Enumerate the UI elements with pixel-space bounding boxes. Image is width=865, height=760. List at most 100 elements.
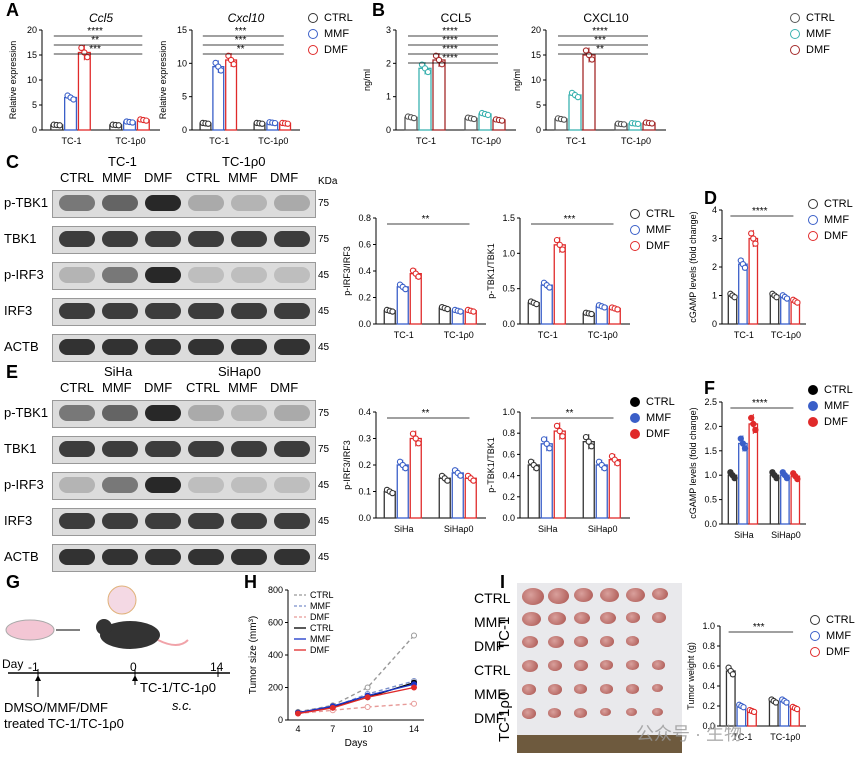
h-series-point [411,684,417,691]
h-legend-label: MMF [310,634,331,644]
d-cgamp-point [750,235,757,242]
a-cxcl10-ytick-label: 0 [182,125,187,135]
tumor [548,636,564,648]
e-irf3-bar [451,472,464,519]
blot-kda-value: 45 [318,270,330,281]
e-tbk1-point [588,443,595,450]
lane-label: DMF [144,380,173,395]
lane-label: DMF [270,170,299,185]
b-ccl5-sig: **** [442,44,458,55]
blot-row-label: ACTB [4,549,39,564]
b-ccl5-bar [432,59,446,131]
tumor [652,708,664,717]
c-irf3-ytick-label: 0.8 [358,213,371,223]
blot-band [59,231,95,247]
e-irf3-point [389,489,396,497]
blot-row-label: IRF3 [4,513,33,528]
c-tbk1-group-label: TC-1ρ0 [588,330,618,340]
a-ccl5-bar [77,51,91,131]
tumor [548,612,566,626]
a-cxcl10-ytick-label: 5 [182,92,187,102]
b-cxcl10-sig: ** [596,44,604,55]
legend-c: CTRL MMF DMF [630,206,675,254]
c-tbk1-sig: *** [564,214,576,225]
b-cxcl10-sig: *** [594,35,606,46]
blot-band [231,405,267,421]
tumor [574,588,594,603]
b-ccl5-sig: **** [442,35,458,46]
blot-row-label: ACTB [4,339,39,354]
a-cxcl10-point [259,120,266,127]
h-ytick-label: 600 [268,618,283,628]
e-irf3-ytick-label: 0.1 [358,487,371,497]
tumor [522,612,542,627]
blot-band [59,405,95,421]
c-irf3-point [389,308,396,315]
c-irf3-point [457,308,464,315]
f-cgamp-ylabel: cGAMP levels (fold change) [688,407,698,518]
b-cxcl10-point [560,116,568,123]
e-tbk1-bar [527,464,540,519]
tumor [652,660,665,670]
e-irf3-ytick-label: 0.2 [358,460,371,470]
g-inj-label2: s.c. [172,698,193,713]
tumor [600,708,612,717]
c-tbk1-point [546,284,553,291]
f-cgamp-bar [727,474,738,525]
a-ccl5-ytick-label: 20 [27,25,37,35]
b-cxcl10-ytick-label: 15 [531,50,541,60]
h-ytick-label: 800 [268,585,283,595]
a-cxcl10-point [205,120,212,127]
tumor [626,660,639,670]
h-legend-label: DMF [310,612,330,622]
tumor [600,636,615,647]
c-irf3-point [415,273,422,280]
blot-e-group-siharho: SiHaρ0 [218,364,261,379]
b-ccl5-ylabel: ng/ml [362,69,372,91]
a-ccl5-group-label: TC-1ρ0 [115,136,145,146]
e-irf3-bar [409,437,422,519]
blot-kda-value: 75 [318,408,330,419]
a-cxcl10-title: Cxcl10 [228,11,265,25]
i-weight-point [793,705,801,713]
e-tbk1-bar [608,459,621,519]
blot-band [274,549,310,565]
blot-band [188,303,224,319]
blot-kda-value: 45 [318,516,330,527]
a-ccl5-sig: **** [87,26,103,37]
tumor [522,636,538,648]
blot-row [52,436,316,464]
blot-band [188,405,224,421]
a-cxcl10-ylabel: Relative expression [158,41,168,120]
e-tbk1-group-label: SiHaρ0 [588,524,618,534]
legend-d: CTRL MMF DMF [808,196,853,244]
c-irf3-ytick-label: 0.6 [358,240,371,250]
lane-label: CTRL [60,380,94,395]
tumor [626,708,638,717]
e-irf3-bar [464,477,477,519]
i-row-label: MMF [474,686,506,702]
e-tbk1-sig: ** [566,408,574,419]
d-cgamp-point [773,294,780,301]
watermark: 公众号 · 生物 [636,724,742,744]
e-tbk1-point [614,460,621,467]
tumor [626,588,646,603]
d-cgamp-group-label: TC-1ρ0 [771,330,801,340]
blot-band [274,195,310,211]
e-irf3-point [412,435,419,442]
b-ccl5-point [498,117,506,124]
b-cxcl10-point [634,120,642,128]
tumor [548,708,561,718]
e-tbk1-point [556,427,563,435]
lane-label: MMF [102,380,132,395]
lane-label: CTRL [186,170,220,185]
lane-label: DMF [270,380,299,395]
d-cgamp-ytick-label: 4 [712,205,717,215]
panel-label-f: F [704,378,715,398]
h-series-point [295,710,301,717]
d-cgamp-bar [748,237,759,325]
panel-label-b: B [372,0,385,20]
i-weight-point [740,704,747,711]
e-irf3-sig: ** [422,408,430,419]
c-irf3-bar [409,272,422,325]
